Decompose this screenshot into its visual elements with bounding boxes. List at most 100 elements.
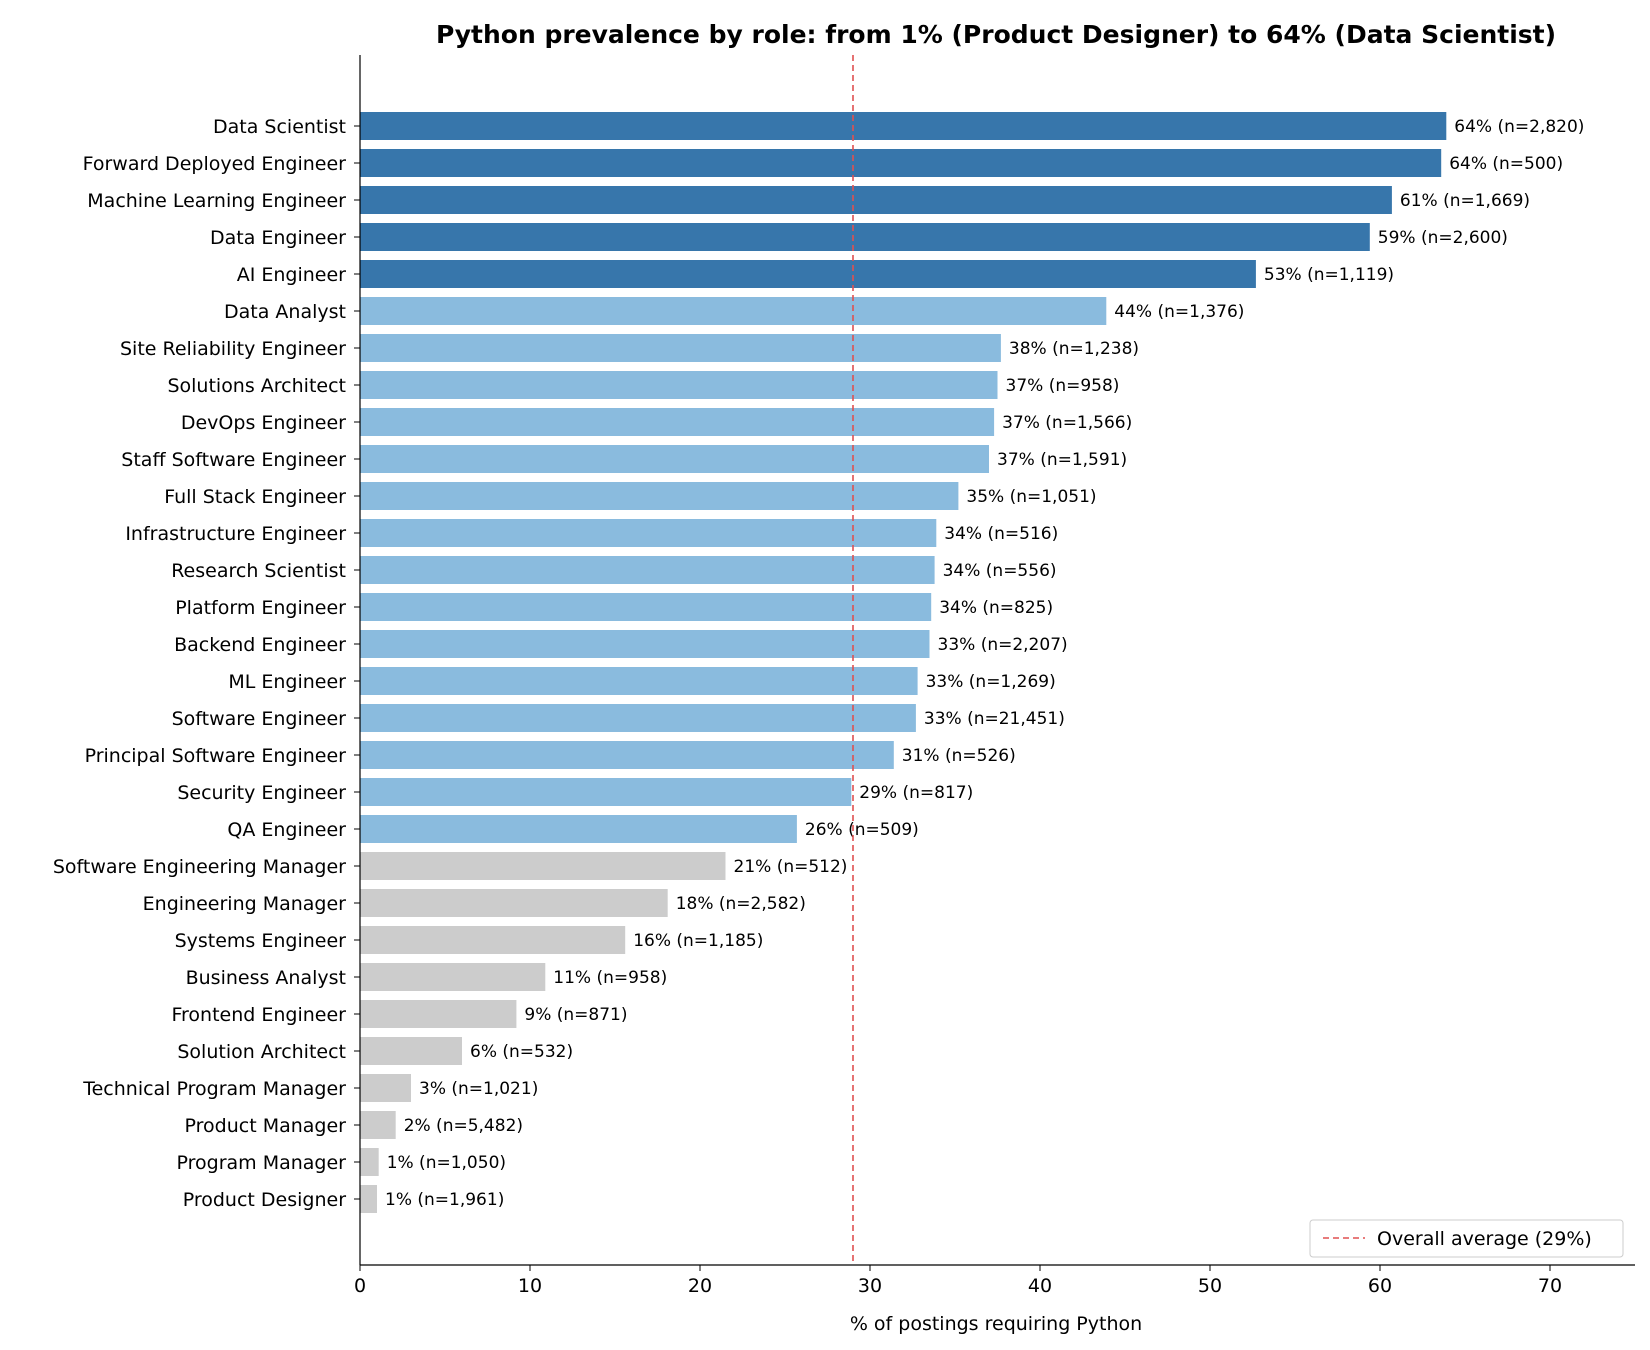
legend: Overall average (29%) — [1309, 1219, 1624, 1258]
bar-value-label: 1% (n=1,961) — [385, 1190, 504, 1210]
bar-value-label: 31% (n=526) — [902, 746, 1016, 766]
bar-value-label: 35% (n=1,051) — [966, 487, 1096, 507]
bar — [360, 112, 1447, 140]
y-tick-label: Machine Learning Engineer — [87, 190, 346, 212]
bar-value-label: 59% (n=2,600) — [1378, 228, 1508, 248]
y-tick-label: Technical Program Manager — [82, 1078, 346, 1100]
bar-value-label: 33% (n=21,451) — [924, 709, 1065, 729]
bar — [360, 556, 935, 584]
x-tick-label: 70 — [1538, 1275, 1562, 1297]
y-tick-label: Software Engineering Manager — [53, 856, 346, 878]
legend-label: Overall average (29%) — [1377, 1228, 1592, 1250]
x-axis-ticks: 0 10 20 30 40 50 60 70 — [354, 1265, 1562, 1297]
bar-value-label: 61% (n=1,669) — [1400, 191, 1530, 211]
bar-value-label: 26% (n=509) — [805, 820, 919, 840]
bar — [360, 1037, 462, 1065]
bar-value-label: 34% (n=516) — [944, 524, 1058, 544]
x-tick-label: 60 — [1368, 1275, 1392, 1297]
x-tick-label: 40 — [1028, 1275, 1052, 1297]
bar — [360, 260, 1256, 288]
y-tick-label: Product Designer — [183, 1189, 346, 1211]
bar-value-label: 34% (n=825) — [939, 598, 1053, 618]
bar-value-label: 11% (n=958) — [553, 968, 667, 988]
bar — [360, 630, 930, 658]
bar-value-label: 44% (n=1,376) — [1114, 302, 1244, 322]
bar — [360, 519, 937, 547]
bar-value-label: 6% (n=532) — [470, 1042, 573, 1062]
x-tick-label: 0 — [354, 1275, 366, 1297]
bar — [360, 815, 797, 843]
y-tick-label: Full Stack Engineer — [164, 486, 346, 508]
bar-value-label: 33% (n=1,269) — [926, 672, 1056, 692]
bar — [360, 889, 668, 917]
bar — [360, 1185, 377, 1213]
x-tick-label: 50 — [1198, 1275, 1222, 1297]
y-tick-label: QA Engineer — [227, 819, 346, 841]
bar-value-label: 9% (n=871) — [524, 1005, 627, 1025]
chart-title: Python prevalence by role: from 1% (Prod… — [436, 20, 1556, 49]
bar — [360, 186, 1392, 214]
bar — [360, 297, 1107, 325]
bar — [360, 926, 626, 954]
bar-data-labels: 64% (n=2,820) 64% (n=500) 61% (n=1,669) 59%… — [385, 117, 1584, 1210]
y-tick-label: Research Scientist — [171, 560, 346, 582]
y-tick-label: Product Manager — [185, 1115, 347, 1137]
y-tick-label: DevOps Engineer — [181, 412, 346, 434]
bar-value-label: 2% (n=5,482) — [404, 1116, 523, 1136]
x-tick-label: 10 — [518, 1275, 542, 1297]
y-tick-label: Program Manager — [177, 1152, 347, 1174]
bar — [360, 408, 995, 436]
bar — [360, 778, 852, 806]
bar-value-label: 37% (n=1,591) — [997, 450, 1127, 470]
bar-value-label: 16% (n=1,185) — [633, 931, 763, 951]
y-tick-label: Frontend Engineer — [171, 1004, 346, 1026]
y-tick-label: Forward Deployed Engineer — [83, 153, 347, 175]
y-tick-label: Principal Software Engineer — [85, 745, 347, 767]
bar — [360, 445, 989, 473]
y-tick-label: Data Scientist — [213, 116, 346, 138]
bar — [360, 963, 546, 991]
y-tick-label: Solution Architect — [177, 1041, 346, 1063]
bar-value-label: 64% (n=500) — [1449, 154, 1563, 174]
bar-value-label: 21% (n=512) — [734, 857, 848, 877]
x-axis-label: % of postings requiring Python — [850, 1313, 1142, 1335]
bar-value-label: 37% (n=958) — [1006, 376, 1120, 396]
bar — [360, 593, 932, 621]
bar-value-label: 18% (n=2,582) — [676, 894, 806, 914]
y-tick-label: Security Engineer — [177, 782, 346, 804]
bar-value-label: 38% (n=1,238) — [1009, 339, 1139, 359]
legend-box — [1309, 1219, 1624, 1258]
bar — [360, 334, 1001, 362]
bar — [360, 223, 1370, 251]
y-tick-label: ML Engineer — [228, 671, 346, 693]
y-tick-label: Backend Engineer — [174, 634, 346, 656]
bar — [360, 149, 1442, 177]
y-tick-label: Staff Software Engineer — [121, 449, 346, 471]
bar — [360, 1074, 411, 1102]
bar-value-label: 1% (n=1,050) — [387, 1153, 506, 1173]
bar-value-label: 53% (n=1,119) — [1264, 265, 1394, 285]
x-tick-label: 30 — [858, 1275, 882, 1297]
y-tick-label: Solutions Architect — [167, 375, 346, 397]
y-tick-label: Data Analyst — [224, 301, 346, 323]
bar — [360, 667, 918, 695]
bar — [360, 1148, 379, 1176]
y-tick-labels: Data Scientist Forward Deployed Engineer M… — [53, 116, 360, 1211]
bar — [360, 1111, 396, 1139]
y-tick-label: Site Reliability Engineer — [120, 338, 346, 360]
y-tick-label: Data Engineer — [210, 227, 346, 249]
y-tick-label: Infrastructure Engineer — [125, 523, 346, 545]
bar — [360, 852, 726, 880]
y-tick-label: Systems Engineer — [175, 930, 347, 952]
bars-group — [360, 112, 1447, 1213]
bar — [360, 1000, 517, 1028]
bar-value-label: 64% (n=2,820) — [1454, 117, 1584, 137]
bar — [360, 704, 916, 732]
y-tick-label: Business Analyst — [186, 967, 346, 989]
bar-value-label: 37% (n=1,566) — [1002, 413, 1132, 433]
bar-value-label: 33% (n=2,207) — [938, 635, 1068, 655]
bar-value-label: 34% (n=556) — [943, 561, 1057, 581]
y-tick-label: Platform Engineer — [175, 597, 346, 619]
y-tick-label: Engineering Manager — [143, 893, 347, 915]
bar — [360, 371, 998, 399]
